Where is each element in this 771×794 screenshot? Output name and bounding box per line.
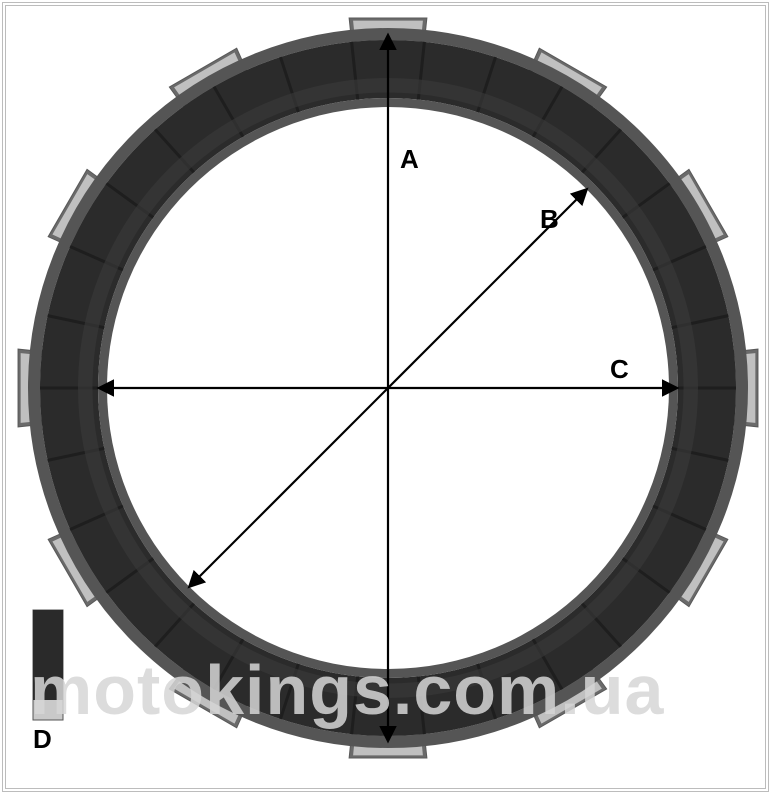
inner-frame: [5, 5, 766, 789]
